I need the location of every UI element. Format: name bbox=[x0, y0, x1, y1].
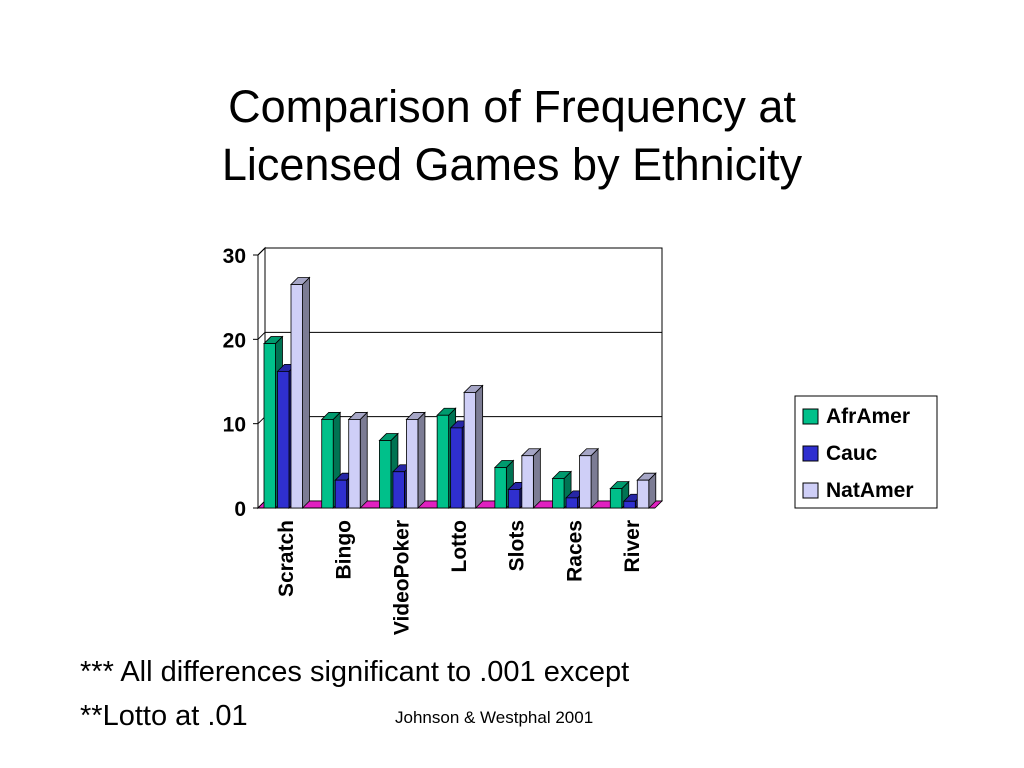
citation: Johnson & Westphal 2001 bbox=[395, 708, 594, 727]
footnote-line-2: **Lotto at .01 bbox=[80, 700, 248, 732]
x-tick-label-races: Races bbox=[563, 520, 586, 582]
bar-lotto-natamer bbox=[463, 384, 484, 509]
footnote-line-1: *** All differences significant to .001 … bbox=[80, 656, 630, 688]
y-tick-label-30: 30 bbox=[223, 245, 246, 268]
y-tick-diag-20 bbox=[257, 331, 266, 340]
chart-legend: AfrAmer Cauc NatAmer bbox=[794, 395, 938, 509]
legend-label-natamer: NatAmer bbox=[826, 479, 914, 502]
title-line-1: Comparison of Frequency at bbox=[228, 81, 796, 132]
legend-swatch-aframer bbox=[802, 408, 819, 425]
x-tick-label-bingo: Bingo bbox=[333, 520, 356, 579]
chart-bars bbox=[263, 276, 657, 509]
bar-bingo-natamer bbox=[347, 411, 369, 509]
x-tick-label-slots: Slots bbox=[506, 520, 529, 571]
legend-label-cauc: Cauc bbox=[826, 442, 878, 465]
legend-swatch-natamer bbox=[802, 482, 819, 499]
slide-title: Comparison of Frequency at Licensed Game… bbox=[0, 78, 1024, 194]
legend-swatch-cauc bbox=[802, 445, 819, 462]
bar-videopoker-natamer bbox=[405, 411, 426, 509]
bar-scratch-natamer bbox=[290, 276, 311, 509]
legend-label-aframer: AfrAmer bbox=[826, 405, 910, 428]
bar-races-natamer bbox=[578, 447, 600, 509]
x-tick-label-videopoker: VideoPoker bbox=[390, 520, 413, 635]
y-tick-label-20: 20 bbox=[223, 329, 246, 352]
y-tick-label-10: 10 bbox=[223, 414, 246, 437]
x-tick-label-scratch: Scratch bbox=[275, 520, 298, 597]
title-line-2: Licensed Games by Ethnicity bbox=[221, 139, 803, 190]
y-tick-diag-30 bbox=[257, 247, 266, 256]
bar-slots-natamer bbox=[520, 447, 542, 509]
x-tick-label-river: River bbox=[621, 520, 644, 573]
y-axis-tick-labels: 0 10 20 30 bbox=[223, 245, 246, 521]
bar-river-natamer bbox=[636, 472, 657, 509]
x-tick-label-lotto: Lotto bbox=[448, 520, 471, 572]
x-axis-tick-labels: Scratch Bingo VideoPoker Lotto Slots Races Riv… bbox=[275, 520, 644, 635]
legend-box bbox=[794, 395, 938, 509]
y-tick-label-0: 0 bbox=[234, 498, 246, 521]
